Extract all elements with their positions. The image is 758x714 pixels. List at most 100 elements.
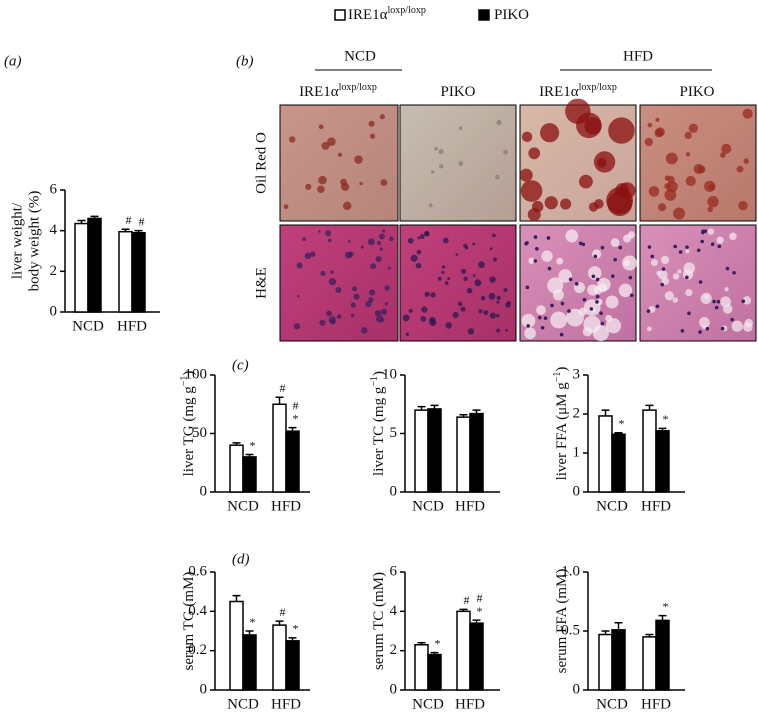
y-axis-label-part: liver weight/ xyxy=(10,202,26,279)
texture xyxy=(610,238,620,248)
row-label: Oil Red O xyxy=(253,132,269,194)
x-tick-label: NCD xyxy=(412,696,444,712)
texture xyxy=(599,311,603,316)
texture xyxy=(744,318,753,328)
error-bar xyxy=(645,404,654,411)
bar xyxy=(285,640,300,691)
texture xyxy=(464,246,469,250)
texture xyxy=(717,244,722,249)
texture xyxy=(447,277,451,281)
bar xyxy=(469,622,484,691)
error-bar xyxy=(288,426,297,432)
significance-mark: # xyxy=(126,213,132,227)
error-bar xyxy=(121,228,130,232)
error-bar xyxy=(430,651,439,655)
texture xyxy=(673,207,686,220)
y-axis-label-part: ) xyxy=(181,371,197,376)
texture xyxy=(309,251,316,257)
x-tick-label: HFD xyxy=(117,318,147,334)
bar xyxy=(131,231,146,313)
micrograph xyxy=(639,104,757,222)
texture xyxy=(368,289,376,296)
texture xyxy=(650,259,658,267)
column-label-part: PIKO xyxy=(440,84,475,100)
texture xyxy=(541,250,553,262)
texture xyxy=(354,155,363,164)
significance-mark: * xyxy=(435,636,441,650)
texture xyxy=(352,286,357,292)
texture xyxy=(736,165,744,173)
bar xyxy=(272,403,287,493)
texture xyxy=(330,270,334,274)
y-tick-label: 0.2 xyxy=(188,642,207,658)
texture xyxy=(492,233,496,238)
texture xyxy=(336,314,342,319)
texture xyxy=(335,286,342,294)
bar xyxy=(642,409,657,493)
x-tick-label: HFD xyxy=(641,696,671,712)
texture xyxy=(283,204,289,210)
texture xyxy=(532,200,544,213)
texture xyxy=(416,249,422,255)
column-label: PIKO xyxy=(679,84,714,100)
texture xyxy=(417,236,421,240)
texture xyxy=(664,183,671,190)
texture xyxy=(376,241,382,246)
texture xyxy=(319,319,326,326)
texture xyxy=(566,308,584,327)
texture xyxy=(583,315,601,334)
x-tick-label: NCD xyxy=(596,696,628,712)
texture xyxy=(361,327,368,334)
texture xyxy=(524,241,528,246)
texture xyxy=(496,119,502,126)
micrograph xyxy=(279,104,399,222)
texture xyxy=(593,254,598,259)
error-bar xyxy=(232,594,241,602)
texture xyxy=(655,117,660,122)
texture xyxy=(650,254,655,259)
texture xyxy=(610,274,615,279)
texture xyxy=(359,181,363,186)
texture xyxy=(463,276,468,282)
y-tick-label: 0 xyxy=(573,681,581,697)
y-tick-label: 0.6 xyxy=(188,563,207,579)
texture xyxy=(472,242,476,246)
texture xyxy=(489,276,496,283)
texture xyxy=(742,296,752,305)
texture xyxy=(478,261,485,269)
x-tick-label: HFD xyxy=(271,498,301,514)
texture xyxy=(698,317,710,328)
texture xyxy=(567,309,571,313)
y-axis-label: serum FFA (mM) xyxy=(554,569,570,674)
bar xyxy=(611,433,626,493)
texture xyxy=(661,267,666,271)
y-axis-label: liver FFA (μM g−1) xyxy=(552,367,571,481)
texture xyxy=(408,308,413,313)
texture xyxy=(325,230,332,237)
texture xyxy=(720,326,725,331)
significance-mark: * xyxy=(250,615,256,629)
y-tick-label: 2 xyxy=(50,263,58,279)
error-bar xyxy=(90,215,99,219)
significance-mark: # xyxy=(293,398,299,412)
texture xyxy=(550,311,568,329)
texture xyxy=(489,247,493,251)
x-tick-label: NCD xyxy=(412,498,444,514)
texture xyxy=(600,245,605,250)
y-tick-label: 0.5 xyxy=(561,622,580,638)
y-tick-label: 6 xyxy=(390,563,398,579)
y-axis-label-part: −1 xyxy=(369,376,380,387)
y-tick-label: 0 xyxy=(390,483,398,499)
y-axis-label-part: ) xyxy=(371,371,387,376)
x-tick-label: NCD xyxy=(72,318,104,334)
texture xyxy=(546,236,551,240)
texture xyxy=(389,236,394,242)
texture xyxy=(646,326,652,332)
texture xyxy=(350,302,356,308)
texture xyxy=(742,108,753,119)
texture xyxy=(375,256,382,263)
texture xyxy=(646,309,651,313)
texture xyxy=(350,313,355,318)
bar xyxy=(469,412,484,493)
y-tick-label: 1 xyxy=(573,444,581,460)
